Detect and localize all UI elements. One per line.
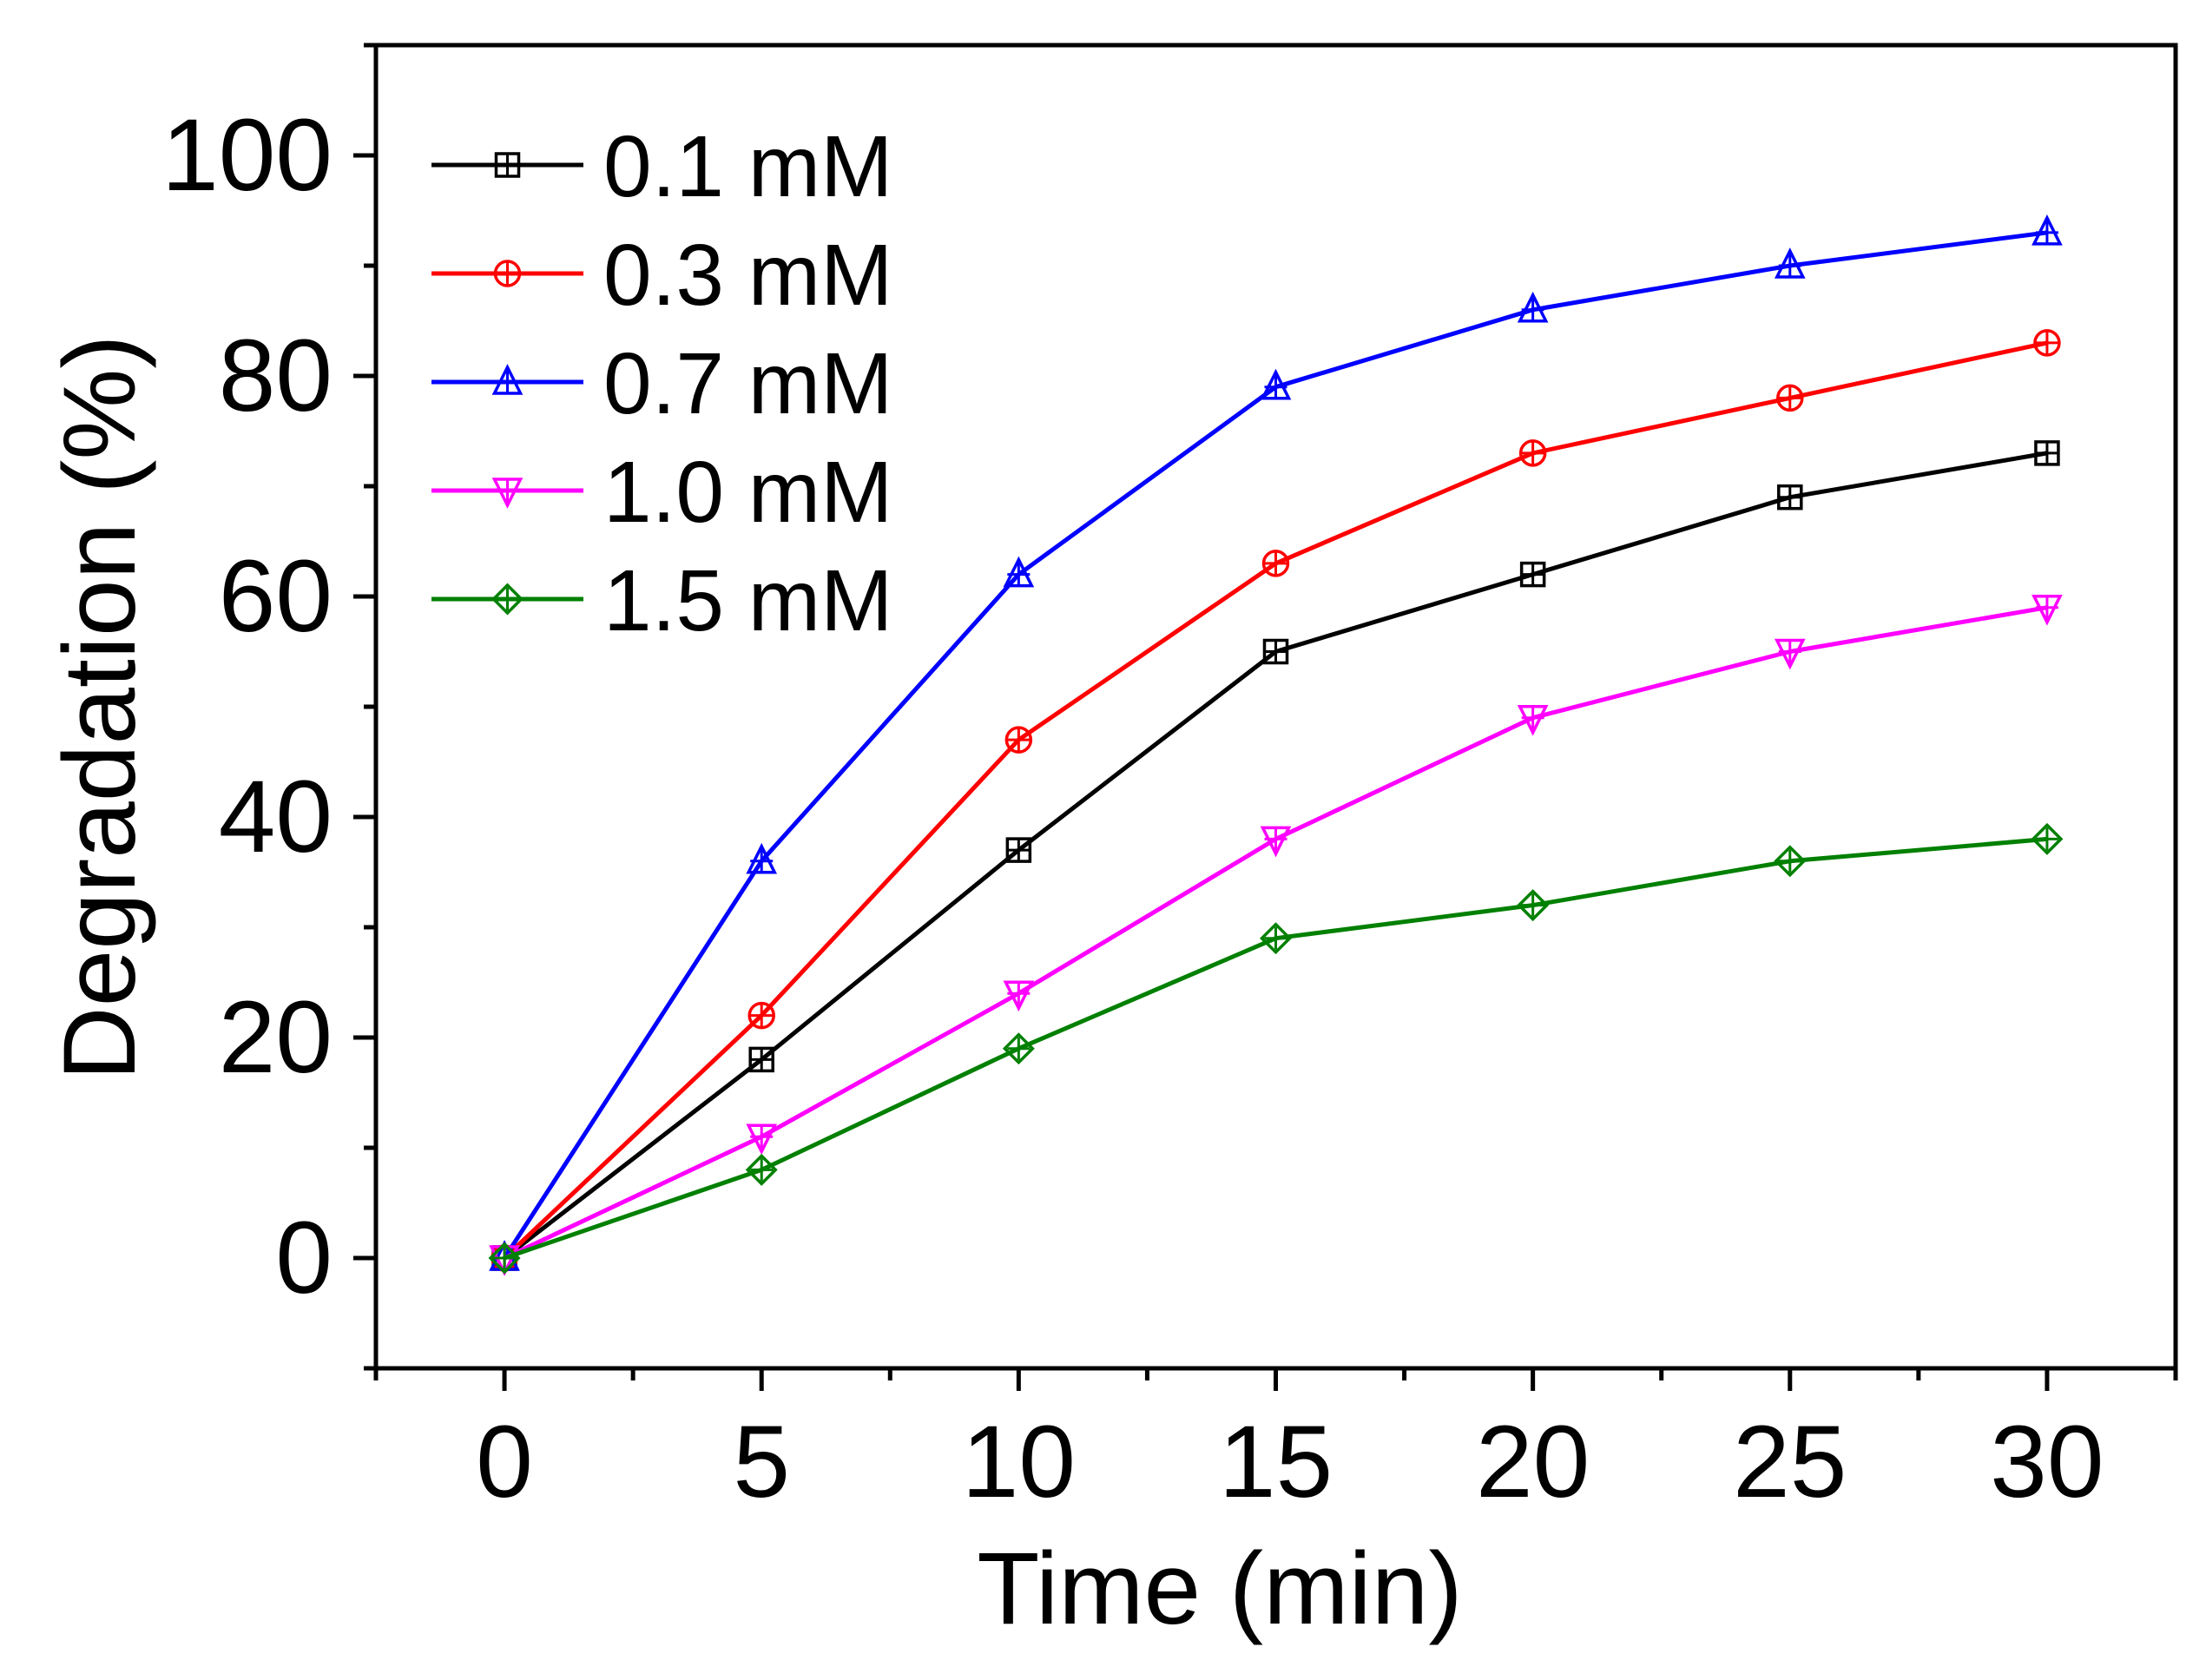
data-point-1-5-mm bbox=[745, 1153, 778, 1186]
data-point-0-1-mm bbox=[1777, 484, 1803, 511]
data-point-1-5-mm bbox=[1517, 889, 1550, 922]
data-point-1-5-mm bbox=[745, 1153, 778, 1186]
data-point-1-5-mm bbox=[1260, 922, 1292, 955]
data-point-1-5-mm bbox=[488, 1242, 521, 1275]
legend-entry-1-0-mm: 1.0 mM bbox=[431, 444, 892, 541]
data-point-0-3-mm bbox=[1261, 550, 1290, 577]
x-tick-label: 20 bbox=[1476, 1405, 1590, 1519]
data-point-1-5-mm bbox=[1002, 1032, 1035, 1065]
data-point-0-3-mm bbox=[1004, 726, 1033, 754]
y-tick-label: 60 bbox=[219, 539, 333, 654]
legend-label: 0.3 mM bbox=[603, 227, 892, 324]
data-point-1-5-mm bbox=[1002, 1032, 1035, 1065]
data-point-0-1-mm bbox=[1005, 837, 1032, 863]
data-point-1-5-mm bbox=[1517, 889, 1550, 922]
x-axis-title: Time (min) bbox=[977, 1532, 1462, 1646]
x-tick-label: 15 bbox=[1219, 1405, 1333, 1519]
data-point-0-1-mm bbox=[2034, 440, 2060, 466]
legend: 0.1 mM 0.3 mM 0.7 mM 1.0 mM 1.5 mM bbox=[431, 118, 892, 649]
legend-label: 0.7 mM bbox=[603, 335, 892, 432]
data-point-1-0-mm bbox=[1260, 826, 1292, 858]
y-tick-label: 100 bbox=[161, 98, 333, 213]
legend-label: 1.0 mM bbox=[603, 444, 892, 541]
series-layer bbox=[488, 214, 2064, 1276]
series-0-3-mm bbox=[491, 329, 2061, 1272]
data-point-1-5-mm bbox=[488, 1242, 521, 1275]
data-point-1-0-mm bbox=[1003, 980, 1035, 1012]
series-0-7-mm bbox=[489, 214, 2063, 1271]
y-tick-label: 20 bbox=[219, 980, 333, 1095]
legend-entry-0-3-mm: 0.3 mM bbox=[431, 227, 892, 324]
y-tick-label: 0 bbox=[275, 1201, 333, 1315]
data-point-1-5-mm bbox=[2031, 822, 2064, 855]
data-point-1-0-mm bbox=[746, 1123, 778, 1156]
x-axis-ticks: 0 5 10 15 20 25 30 bbox=[373, 1368, 2178, 1519]
legend-entry-1-5-mm: 1.5 mM bbox=[431, 552, 892, 649]
legend-marker bbox=[493, 260, 522, 287]
data-point-1-0-mm bbox=[1774, 638, 1806, 670]
data-point-1-5-mm bbox=[1774, 845, 1807, 878]
data-point-0-3-mm bbox=[1518, 439, 1547, 467]
x-tick-label: 30 bbox=[1990, 1405, 2104, 1519]
data-point-0-7-mm bbox=[1260, 368, 1292, 400]
data-point-0-1-mm bbox=[748, 1046, 774, 1073]
x-tick-label: 0 bbox=[476, 1405, 533, 1519]
legend-entry-0-7-mm: 0.7 mM bbox=[431, 335, 892, 432]
legend-marker bbox=[491, 583, 524, 616]
data-point-0-3-mm bbox=[747, 1001, 775, 1030]
legend-marker bbox=[494, 152, 521, 178]
data-point-0-7-mm bbox=[1517, 291, 1549, 323]
x-tick-label: 10 bbox=[962, 1405, 1076, 1519]
legend-label: 1.5 mM bbox=[603, 552, 892, 649]
legend-marker bbox=[491, 364, 524, 395]
data-point-0-3-mm bbox=[1776, 384, 1804, 412]
legend-marker bbox=[491, 478, 524, 509]
legend-marker bbox=[491, 583, 524, 616]
legend-label: 0.1 mM bbox=[603, 118, 892, 215]
x-tick-label: 5 bbox=[733, 1405, 790, 1519]
y-axis-ticks: 0 20 40 60 80 100 bbox=[161, 43, 376, 1371]
data-point-0-3-mm bbox=[747, 1001, 775, 1030]
y-tick-label: 80 bbox=[219, 319, 333, 433]
legend-marker bbox=[493, 260, 522, 287]
legend-entry-0-1-mm: 0.1 mM bbox=[431, 118, 892, 215]
data-point-1-5-mm bbox=[1774, 845, 1807, 878]
y-tick-label: 40 bbox=[219, 760, 333, 874]
data-point-0-3-mm bbox=[1776, 384, 1804, 412]
data-point-1-0-mm bbox=[2031, 594, 2063, 626]
data-point-0-3-mm bbox=[1518, 439, 1547, 467]
data-point-1-0-mm bbox=[1517, 704, 1549, 736]
data-point-0-7-mm bbox=[2031, 214, 2063, 246]
data-point-0-3-mm bbox=[2033, 329, 2061, 357]
data-point-0-3-mm bbox=[2033, 329, 2061, 357]
data-point-1-5-mm bbox=[2031, 822, 2064, 855]
data-point-0-1-mm bbox=[1519, 561, 1546, 588]
series-1-5-mm bbox=[488, 822, 2064, 1275]
data-point-0-3-mm bbox=[1261, 550, 1290, 577]
data-point-0-7-mm bbox=[746, 842, 778, 874]
data-point-0-1-mm bbox=[1262, 638, 1289, 665]
data-point-0-7-mm bbox=[1774, 247, 1806, 279]
y-axis-title: Degradation (%) bbox=[43, 334, 157, 1080]
data-point-1-5-mm bbox=[1260, 922, 1292, 955]
data-point-0-3-mm bbox=[1004, 726, 1033, 754]
data-point-0-7-mm bbox=[1003, 556, 1035, 588]
x-tick-label: 25 bbox=[1733, 1405, 1847, 1519]
